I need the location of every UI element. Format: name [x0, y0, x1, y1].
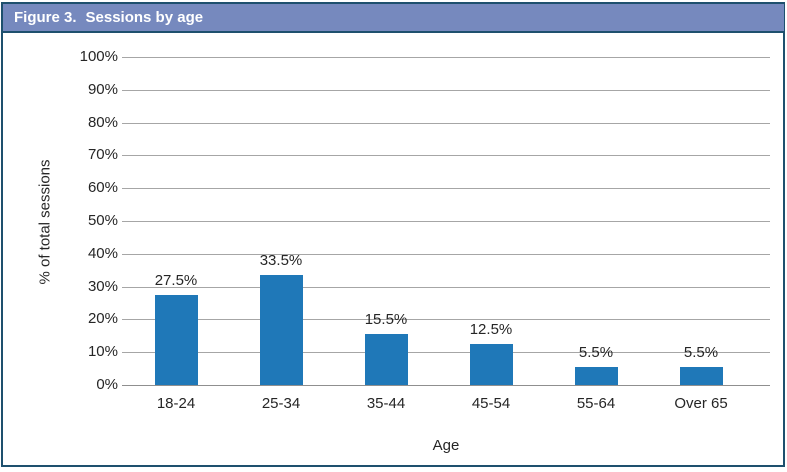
bar [260, 275, 303, 385]
bar [575, 367, 618, 385]
gridline [122, 254, 770, 255]
gridline [122, 188, 770, 189]
y-tick-label: 80% [87, 114, 118, 131]
x-category-label: 35-44 [366, 395, 406, 412]
figure-header: Figure 3. Sessions by age [3, 4, 784, 33]
bar [680, 367, 723, 385]
bar-value-label: 5.5% [683, 344, 719, 361]
gridline [122, 155, 770, 156]
y-tick-label: 70% [87, 146, 118, 163]
gridline [122, 90, 770, 91]
y-tick-label: 20% [87, 310, 118, 327]
y-tick-label: 90% [87, 81, 118, 98]
y-tick-label: 10% [87, 343, 118, 360]
gridline [122, 352, 770, 353]
bar-value-label: 27.5% [154, 272, 198, 289]
figure-title: Sessions by age [85, 9, 204, 26]
x-category-label: 45-54 [471, 395, 511, 412]
y-tick-label: 100% [79, 48, 118, 65]
gridline [122, 287, 770, 288]
y-tick-label: 0% [96, 376, 118, 393]
y-tick-label: 60% [87, 179, 118, 196]
gridline [122, 385, 770, 386]
bar [365, 334, 408, 385]
x-axis-title: Age [432, 437, 460, 454]
gridline [122, 123, 770, 124]
bar-value-label: 12.5% [469, 321, 513, 338]
bar-value-label: 15.5% [364, 311, 408, 328]
gridline [122, 221, 770, 222]
figure-label: Figure 3. [14, 9, 77, 26]
y-tick-label: 40% [87, 245, 118, 262]
x-category-label: Over 65 [674, 395, 728, 412]
y-axis-title: % of total sessions [36, 159, 54, 285]
bar [155, 295, 198, 385]
gridline [122, 57, 770, 58]
x-category-label: 25-34 [261, 395, 301, 412]
y-tick-label: 50% [87, 212, 118, 229]
x-category-label: 18-24 [156, 395, 196, 412]
y-tick-label: 30% [87, 278, 118, 295]
bar [470, 344, 513, 385]
bar-value-label: 33.5% [259, 252, 303, 269]
gridline [122, 319, 770, 320]
x-category-label: 55-64 [576, 395, 616, 412]
bar-value-label: 5.5% [578, 344, 614, 361]
